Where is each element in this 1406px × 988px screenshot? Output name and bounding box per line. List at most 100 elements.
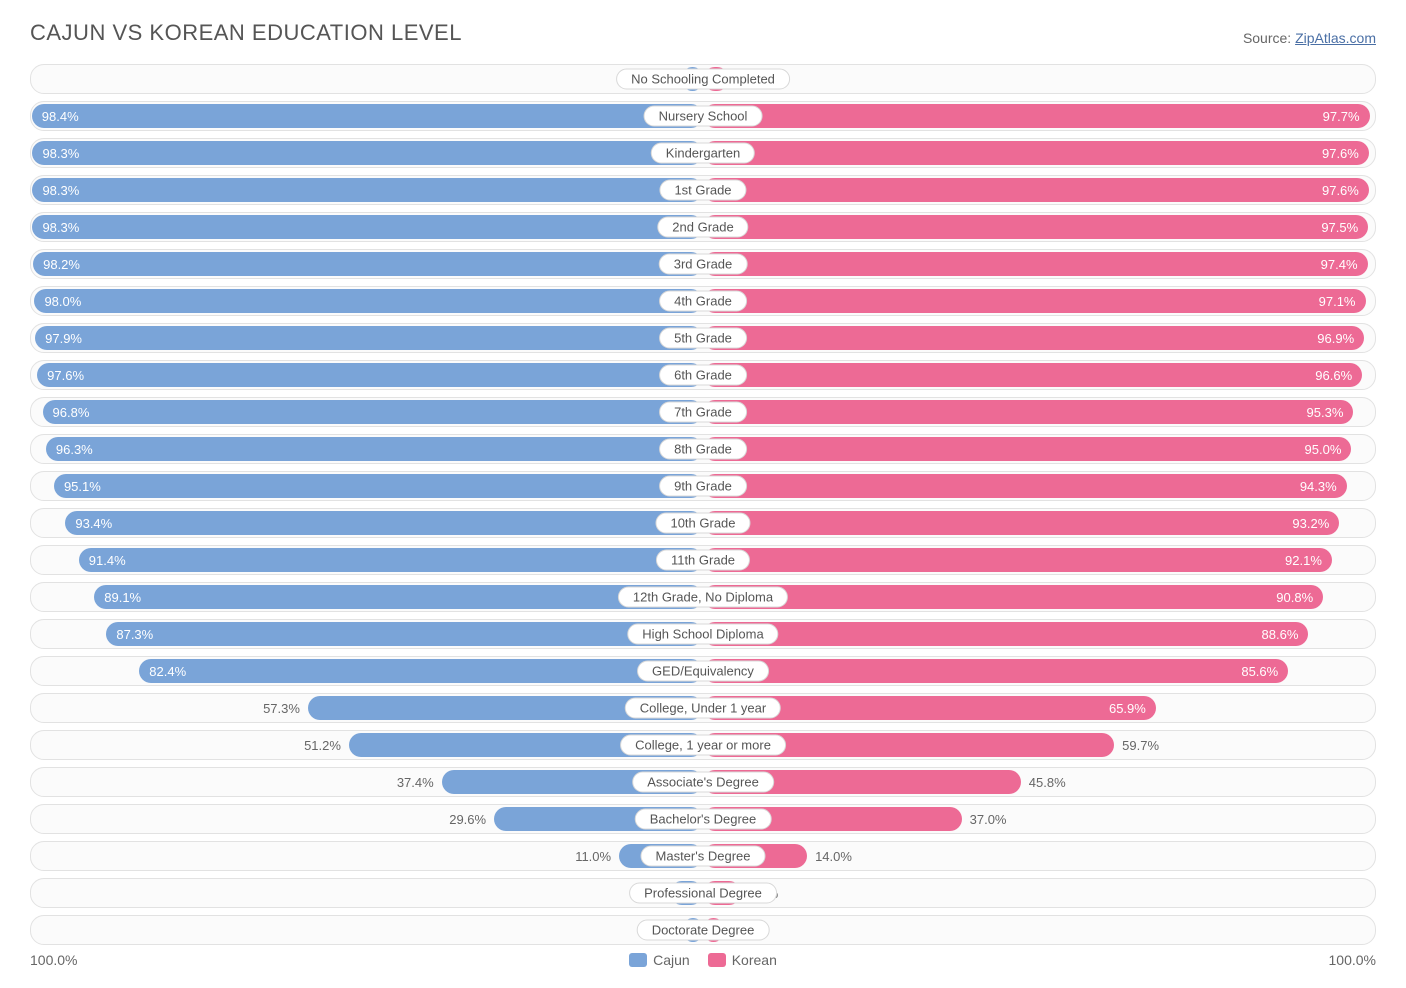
- bar-right-value: 93.2%: [1292, 516, 1329, 531]
- bar-right: 97.7%: [703, 104, 1370, 128]
- bar-right-value: 92.1%: [1285, 553, 1322, 568]
- bar-left-value: 29.6%: [449, 812, 486, 827]
- category-label: Bachelor's Degree: [635, 809, 772, 830]
- chart-row: 96.8% 95.3% 7th Grade: [30, 397, 1376, 427]
- bar-left-value: 98.3%: [42, 220, 79, 235]
- bar-right: 97.1%: [703, 289, 1366, 313]
- category-label: 4th Grade: [659, 291, 747, 312]
- bar-right-value: 97.6%: [1322, 146, 1359, 161]
- chart-row: 29.6% 37.0% Bachelor's Degree: [30, 804, 1376, 834]
- bar-left-value: 82.4%: [149, 664, 186, 679]
- bar-right: 96.6%: [703, 363, 1362, 387]
- bar-left-value: 98.3%: [42, 183, 79, 198]
- bar-right-value: 45.8%: [1029, 775, 1066, 790]
- category-label: 9th Grade: [659, 476, 747, 497]
- bar-left-value: 87.3%: [116, 627, 153, 642]
- source-link[interactable]: ZipAtlas.com: [1295, 30, 1376, 46]
- bar-left: 98.3%: [32, 215, 703, 239]
- chart-row: 95.1% 94.3%9th Grade: [30, 471, 1376, 501]
- bar-left-value: 89.1%: [104, 590, 141, 605]
- bar-right: 97.5%: [703, 215, 1368, 239]
- chart-row: 98.0% 97.1% 4th Grade: [30, 286, 1376, 316]
- category-label: 7th Grade: [659, 402, 747, 423]
- category-label: Kindergarten: [651, 143, 755, 164]
- bar-left-value: 57.3%: [263, 701, 300, 716]
- bar-left: 97.6%: [37, 363, 703, 387]
- chart-row: 91.4% 92.1% 11th Grade: [30, 545, 1376, 575]
- chart-row: 98.2%97.4%3rd Grade: [30, 249, 1376, 279]
- chart-row: 57.3%65.9%College, Under 1 year: [30, 693, 1376, 723]
- category-label: High School Diploma: [627, 624, 778, 645]
- bar-right: 93.2%: [703, 511, 1339, 535]
- bar-right: 95.0%: [703, 437, 1351, 461]
- bar-right-value: 14.0%: [815, 849, 852, 864]
- chart-row: 1.7%2.4%No Schooling Completed: [30, 64, 1376, 94]
- bar-right-value: 97.6%: [1322, 183, 1359, 198]
- category-label: 11th Grade: [656, 550, 750, 571]
- category-label: No Schooling Completed: [616, 69, 790, 90]
- category-label: 12th Grade, No Diploma: [618, 587, 788, 608]
- bar-right-value: 90.8%: [1276, 590, 1313, 605]
- bar-left: 98.0%: [34, 289, 703, 313]
- chart-row: 37.4%45.8%Associate's Degree: [30, 767, 1376, 797]
- category-label: Nursery School: [644, 106, 763, 127]
- bar-left: 93.4%: [65, 511, 703, 535]
- diverging-bar-chart: 1.7%2.4%No Schooling Completed 98.4% 97.7%…: [30, 64, 1376, 945]
- bar-left-value: 96.3%: [56, 442, 93, 457]
- bar-right-value: 97.5%: [1321, 220, 1358, 235]
- category-label: 8th Grade: [659, 439, 747, 460]
- chart-row: 93.4% 93.2% 10th Grade: [30, 508, 1376, 538]
- bar-left-value: 95.1%: [64, 479, 101, 494]
- chart-row: 96.3% 95.0% 8th Grade: [30, 434, 1376, 464]
- chart-row: 98.4% 97.7%Nursery School: [30, 101, 1376, 131]
- chart-header: CAJUN VS KOREAN EDUCATION LEVEL Source: …: [30, 20, 1376, 46]
- bar-left: 95.1%: [54, 474, 703, 498]
- bar-left: 91.4%: [79, 548, 703, 572]
- legend-item-left: Cajun: [629, 952, 690, 968]
- bar-left-value: 98.4%: [42, 109, 79, 124]
- bar-right: 96.9%: [703, 326, 1364, 350]
- bar-left: 98.2%: [33, 252, 703, 276]
- chart-row: 98.3%97.6%1st Grade: [30, 175, 1376, 205]
- bar-right: 90.8%: [703, 585, 1323, 609]
- chart-row: 87.3%88.6%High School Diploma: [30, 619, 1376, 649]
- bar-right: 94.3%: [703, 474, 1347, 498]
- bar-right-value: 95.0%: [1305, 442, 1342, 457]
- chart-legend: Cajun Korean: [629, 952, 777, 968]
- chart-row: 98.3% 97.6% Kindergarten: [30, 138, 1376, 168]
- bar-right-value: 37.0%: [970, 812, 1007, 827]
- bar-left-value: 97.9%: [45, 331, 82, 346]
- category-label: College, 1 year or more: [620, 735, 786, 756]
- bar-right-value: 95.3%: [1307, 405, 1344, 420]
- bar-left: 89.1%: [94, 585, 703, 609]
- chart-row: 97.6%96.6%6th Grade: [30, 360, 1376, 390]
- bar-left-value: 11.0%: [575, 849, 611, 864]
- chart-row: 1.5%1.7%Doctorate Degree: [30, 915, 1376, 945]
- chart-footer: 100.0% Cajun Korean 100.0%: [30, 952, 1376, 968]
- bar-right-value: 59.7%: [1122, 738, 1159, 753]
- category-label: Associate's Degree: [632, 772, 774, 793]
- bar-left: 98.4%: [32, 104, 703, 128]
- bar-right-value: 97.4%: [1321, 257, 1358, 272]
- bar-left-value: 51.2%: [304, 738, 341, 753]
- bar-left: 87.3%: [106, 622, 703, 646]
- bar-right: 97.4%: [703, 252, 1368, 276]
- category-label: Doctorate Degree: [637, 920, 770, 941]
- bar-right: 97.6%: [703, 178, 1369, 202]
- legend-swatch-left: [629, 953, 647, 967]
- category-label: 10th Grade: [655, 513, 750, 534]
- legend-item-right: Korean: [708, 952, 777, 968]
- chart-row: 51.2% 59.7% College, 1 year or more: [30, 730, 1376, 760]
- bar-left-value: 91.4%: [89, 553, 126, 568]
- category-label: College, Under 1 year: [625, 698, 781, 719]
- bar-right: 92.1%: [703, 548, 1332, 572]
- chart-row: 11.0%14.0%Master's Degree: [30, 841, 1376, 871]
- bar-left-value: 98.2%: [43, 257, 80, 272]
- bar-left: 98.3%: [32, 141, 703, 165]
- legend-label-left: Cajun: [653, 952, 690, 968]
- bar-left-value: 98.3%: [42, 146, 79, 161]
- bar-right-value: 97.1%: [1319, 294, 1356, 309]
- bar-left: 96.8%: [43, 400, 703, 424]
- bar-right-value: 96.9%: [1317, 331, 1354, 346]
- chart-row: 97.9%96.9%5th Grade: [30, 323, 1376, 353]
